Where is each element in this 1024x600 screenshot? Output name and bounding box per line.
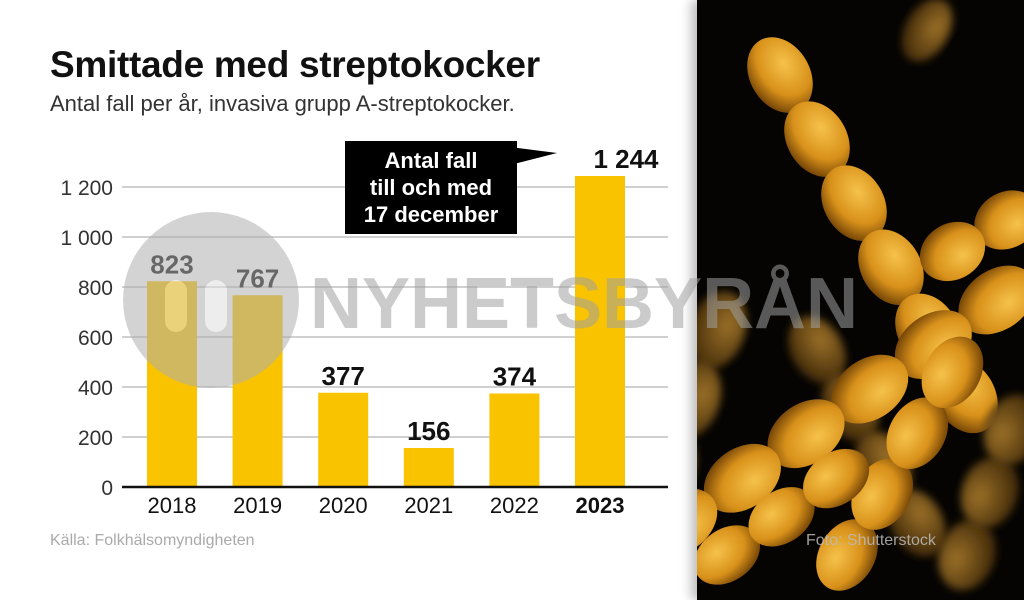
bacteria-photo bbox=[697, 0, 1024, 600]
bar-2020 bbox=[318, 392, 369, 487]
x-tick-label-2019: 2019 bbox=[233, 493, 282, 518]
bacterium-cell bbox=[697, 525, 761, 585]
bar-2023 bbox=[575, 176, 625, 487]
bar-chart: 0 200 400 600 800 1 000 1 200 823 2018 767 2019 377… bbox=[60, 141, 668, 518]
bacterium-cell bbox=[816, 519, 878, 591]
y-tick-label: 0 bbox=[101, 477, 113, 500]
bacterium-cell bbox=[960, 457, 1019, 528]
value-label-2019: 767 bbox=[236, 263, 279, 293]
y-tick-label: 1 000 bbox=[60, 227, 113, 250]
bacterium-cell bbox=[921, 336, 984, 409]
annotation-text: 17 december bbox=[364, 202, 499, 227]
bacterium-cell bbox=[937, 519, 997, 591]
source-text: Källa: Folkhälsomyndigheten bbox=[50, 532, 255, 549]
bacterium-cell bbox=[974, 190, 1024, 250]
value-label-2022: 374 bbox=[493, 362, 537, 392]
bacterium-cell bbox=[803, 448, 870, 509]
bacterium-cell bbox=[983, 394, 1024, 465]
value-label-2023: 1 244 bbox=[593, 144, 659, 174]
x-tick-label-2023: 2023 bbox=[576, 493, 625, 518]
bar-2022 bbox=[489, 393, 540, 487]
bacterium-cell bbox=[858, 229, 924, 306]
bacterium-cell bbox=[747, 37, 813, 113]
chart-subtitle: Antal fall per år, invasiva grupp A-stre… bbox=[50, 91, 515, 116]
photo-credit: Foto: Shutterstock bbox=[806, 532, 936, 549]
bacterium-cell bbox=[821, 165, 887, 241]
annotation-pointer bbox=[510, 147, 557, 165]
bacterium-cell bbox=[767, 399, 845, 469]
value-label-2021: 156 bbox=[407, 416, 450, 446]
chart-panel: Smittade med streptokocker Antal fall pe… bbox=[50, 44, 668, 549]
x-tick-label-2020: 2020 bbox=[319, 493, 368, 518]
y-tick-label: 400 bbox=[78, 377, 113, 400]
bacterium-cell bbox=[697, 291, 747, 369]
bacterium-cell bbox=[697, 360, 722, 439]
value-label-2018: 823 bbox=[150, 249, 193, 279]
bacterium-cell bbox=[901, 0, 953, 62]
bacterium-cell bbox=[703, 443, 781, 513]
value-label-2020: 377 bbox=[322, 361, 365, 391]
bacterium-cell bbox=[748, 487, 815, 547]
bacterium-cell bbox=[919, 221, 986, 282]
annotation-text: till och med bbox=[370, 175, 492, 200]
chart-title: Smittade med streptokocker bbox=[50, 44, 540, 85]
bar-2019 bbox=[232, 295, 283, 487]
y-tick-label: 600 bbox=[78, 327, 113, 350]
y-tick-label: 800 bbox=[78, 277, 113, 300]
bacterium-cell bbox=[958, 265, 1024, 335]
bacteria-image bbox=[697, 0, 1024, 591]
y-tick-label: 1 200 bbox=[60, 177, 113, 200]
bacterium-cell bbox=[886, 397, 949, 469]
bacterium-cell bbox=[784, 101, 850, 177]
bar-2018 bbox=[147, 281, 197, 487]
x-tick-label-2018: 2018 bbox=[148, 493, 197, 518]
bacterium-cell bbox=[831, 354, 909, 424]
x-tick-label-2021: 2021 bbox=[404, 493, 453, 518]
x-tick-label-2022: 2022 bbox=[490, 493, 539, 518]
y-tick-label: 200 bbox=[78, 427, 113, 450]
annotation-text: Antal fall bbox=[385, 148, 478, 173]
bacterium-cell bbox=[788, 316, 846, 384]
bar-2021 bbox=[403, 448, 454, 487]
annotation-box bbox=[345, 141, 517, 234]
bacterium-cell bbox=[697, 488, 718, 558]
